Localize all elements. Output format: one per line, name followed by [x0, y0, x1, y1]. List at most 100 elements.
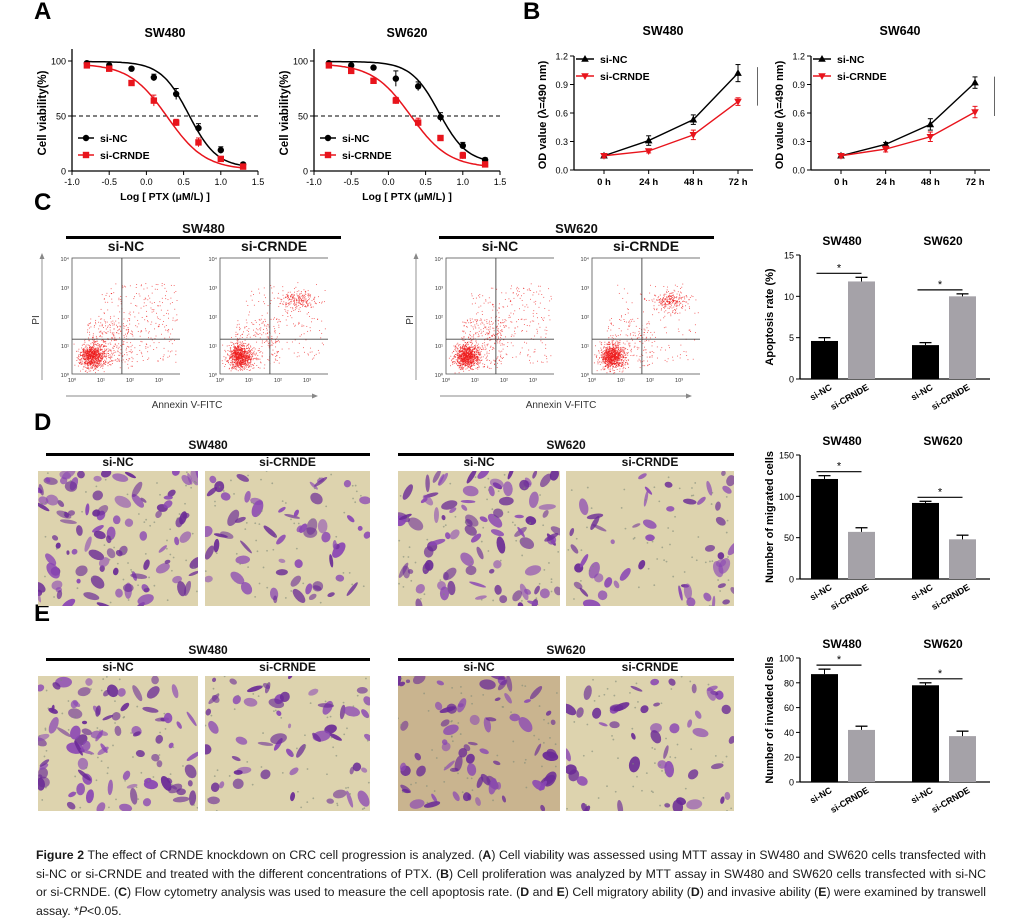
event-dot [463, 345, 465, 347]
event-dot [475, 348, 477, 349]
event-dot [95, 321, 96, 323]
event-dot [309, 327, 311, 329]
event-dot [467, 347, 469, 349]
event-dot [88, 337, 89, 339]
event-dot [270, 318, 272, 320]
event-dot [464, 354, 466, 356]
event-dot [510, 335, 512, 337]
event-dot [463, 360, 465, 362]
event-dot [96, 344, 97, 346]
event-dot [453, 357, 455, 359]
x-axis-label: Log [ PTX (μM/L) ] [120, 191, 210, 203]
data-point-si-NC [971, 78, 979, 86]
y-tick-label: 10¹ [209, 344, 217, 350]
event-dot [243, 363, 245, 365]
event-dot [89, 362, 91, 363]
event-dot [682, 300, 684, 302]
event-dot [237, 343, 239, 344]
event-dot [461, 361, 463, 363]
event-dot [246, 355, 248, 357]
event-dot [255, 321, 257, 323]
x-tick-label: 72 h [965, 177, 984, 188]
event-dot [478, 359, 480, 361]
event-dot [520, 295, 522, 297]
event-dot [529, 362, 531, 364]
event-dot [305, 298, 307, 300]
event-dot [95, 353, 97, 355]
event-dot [288, 348, 290, 350]
event-dot [267, 344, 269, 346]
event-dot [463, 330, 465, 332]
event-dot [145, 328, 146, 330]
event-dot [458, 364, 460, 366]
event-dot [628, 308, 629, 310]
event-dot [242, 362, 244, 363]
event-dot [272, 343, 274, 344]
event-dot [102, 345, 104, 347]
event-dot [176, 319, 178, 321]
event-dot [526, 304, 528, 306]
event-dot [156, 312, 157, 314]
event-dot [459, 352, 460, 354]
event-dot [502, 358, 503, 359]
event-dot [128, 313, 130, 315]
event-dot [91, 368, 93, 369]
event-dot [83, 358, 85, 360]
event-dot [303, 303, 305, 305]
event-dot [230, 348, 232, 350]
event-dot [606, 354, 608, 356]
event-dot [125, 329, 127, 331]
event-dot [519, 297, 521, 299]
event-dot [141, 317, 143, 319]
event-dot [468, 361, 469, 363]
y-tick-label: 10² [209, 315, 217, 321]
event-dot [487, 332, 489, 334]
event-dot [95, 359, 96, 361]
event-dot [115, 359, 117, 361]
event-dot [133, 298, 135, 300]
event-dot [478, 347, 480, 349]
event-dot [455, 350, 457, 352]
event-dot [469, 361, 471, 363]
x-tick-label: -0.5 [101, 177, 117, 187]
event-dot [262, 352, 264, 354]
event-dot [77, 358, 79, 360]
event-dot [109, 325, 111, 327]
data-point-si-NC [644, 136, 653, 144]
event-dot [238, 347, 240, 348]
event-dot [237, 359, 238, 361]
event-dot [94, 352, 96, 354]
event-dot [242, 369, 244, 371]
event-dot [524, 341, 525, 343]
event-dot [478, 330, 480, 332]
event-dot [103, 363, 105, 364]
event-dot [545, 333, 547, 335]
event-dot [484, 319, 486, 321]
event-dot [473, 363, 475, 365]
event-dot [240, 356, 242, 358]
event-dot [494, 360, 496, 362]
event-dot [498, 312, 500, 314]
panel-letter-d: D [34, 409, 52, 436]
event-dot [87, 324, 89, 326]
event-dot [615, 362, 617, 364]
event-dot [107, 301, 109, 303]
event-dot [499, 331, 501, 333]
event-dot [516, 288, 518, 290]
event-dot [153, 310, 155, 312]
event-dot [229, 347, 231, 349]
fit-curve-si-CRNDE [328, 64, 486, 167]
event-dot [472, 350, 474, 352]
event-dot [480, 329, 482, 331]
event-dot [608, 328, 610, 330]
event-dot [265, 333, 267, 335]
event-dot [95, 353, 97, 355]
event-dot [88, 340, 90, 342]
event-dot [93, 340, 94, 342]
event-dot [100, 361, 102, 362]
event-dot [496, 288, 498, 290]
event-dot [93, 349, 95, 350]
event-dot [249, 351, 250, 352]
event-dot [127, 367, 129, 369]
event-dot [461, 356, 463, 358]
